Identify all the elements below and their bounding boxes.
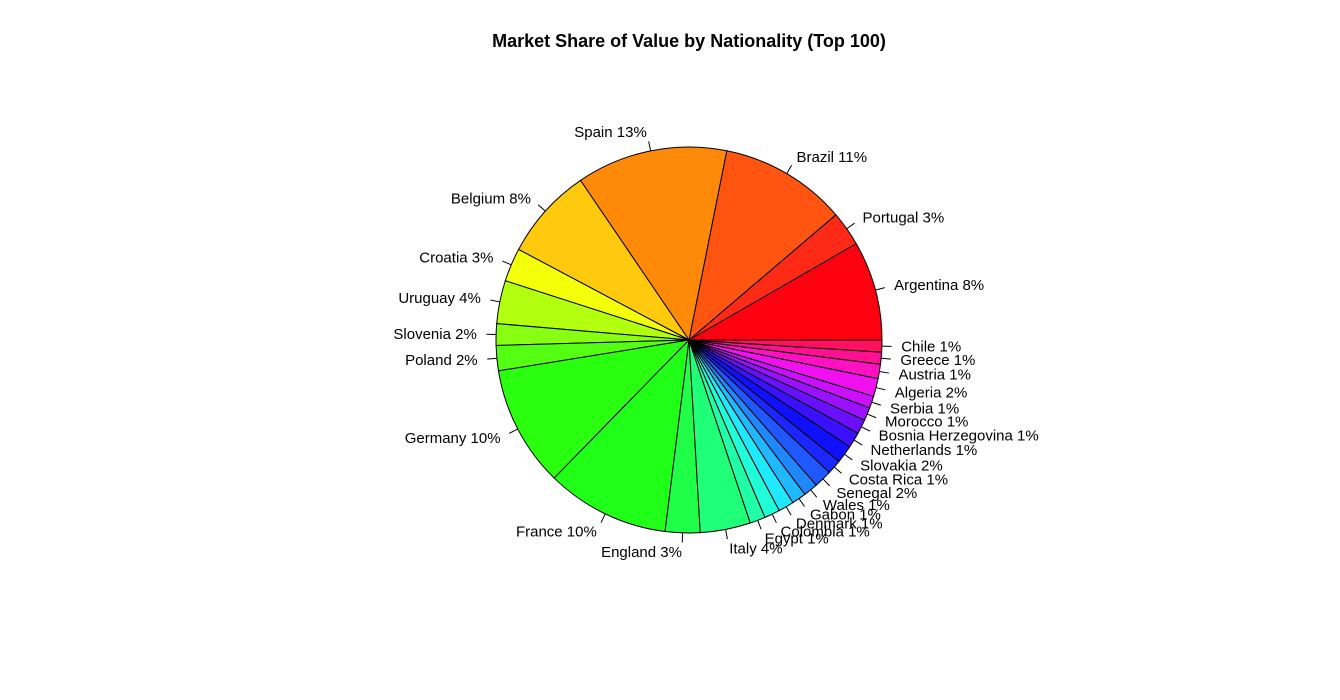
slice-label-wales: Wales 1%	[823, 497, 890, 514]
pie-slice-argentina	[687, 242, 883, 341]
chart-title: Market Share of Value by Nationality (To…	[492, 31, 886, 51]
slice-label-croatia: Croatia 3%	[419, 249, 493, 266]
leader-line	[810, 489, 818, 498]
leader-line	[798, 498, 805, 507]
slice-labels: Argentina 8% Portugal 3% Brazil 11% Spain 1…	[393, 124, 1038, 561]
leader-line	[490, 299, 500, 303]
slice-label-bosnia-herzegovina: Bosnia Herzegovina 1%	[879, 427, 1039, 444]
slice-label-morocco: Morocco 1%	[885, 413, 968, 430]
slice-label-austria: Austria 1%	[898, 367, 971, 384]
leader-line	[508, 428, 518, 434]
slice-label-france: France 10%	[516, 523, 597, 540]
slice-label-portugal: Portugal 3%	[862, 210, 944, 227]
label-leader-lines	[486, 141, 892, 543]
leader-line	[648, 141, 652, 151]
leader-line	[844, 453, 853, 461]
slice-label-poland: Poland 2%	[405, 352, 478, 369]
slice-label-belgium: Belgium 8%	[451, 190, 531, 207]
slice-label-slovakia: Slovakia 2%	[860, 458, 943, 475]
slice-label-netherlands: Netherlands 1%	[871, 442, 978, 459]
leader-line	[822, 478, 831, 487]
pie-slice-belgium	[517, 179, 690, 341]
slice-label-greece: Greece 1%	[900, 352, 975, 369]
leader-line	[487, 357, 497, 360]
leader-line	[502, 260, 512, 266]
pie-slice-france	[553, 338, 690, 533]
leader-line	[785, 506, 792, 516]
leader-line	[833, 466, 842, 474]
leader-line	[846, 222, 855, 230]
leader-line	[757, 520, 762, 530]
slice-label-denmark: Denmark 1%	[796, 515, 883, 532]
slice-label-brazil: Brazil 11%	[797, 149, 868, 166]
leader-line	[875, 287, 885, 291]
slice-label-egypt: Egypt 1%	[765, 530, 829, 547]
slice-label-senegal: Senegal 2%	[836, 485, 917, 502]
slice-label-england: England 3%	[601, 544, 682, 561]
slice-label-serbia: Serbia 1%	[890, 400, 959, 417]
pie-slice-spain	[579, 146, 728, 342]
leader-line	[879, 370, 890, 374]
leader-line	[871, 401, 882, 406]
slice-label-algeria: Algeria 2%	[895, 384, 968, 401]
slice-label-chile: Chile 1%	[901, 339, 961, 356]
leader-line	[861, 426, 871, 432]
slice-label-costa-rica: Costa Rica 1%	[849, 472, 948, 489]
leader-line	[786, 164, 793, 174]
leader-line	[771, 513, 777, 524]
leader-line	[853, 439, 863, 446]
slice-label-italy: Italy 4%	[729, 540, 782, 557]
pie-slice-germany	[497, 339, 691, 479]
slice-label-colombia: Colombia 1%	[781, 524, 870, 541]
leader-line	[867, 413, 877, 419]
leader-line	[600, 513, 606, 523]
pie-slice-brazil	[688, 150, 837, 342]
leader-line	[537, 204, 546, 212]
slice-label-uruguay: Uruguay 4%	[398, 290, 481, 307]
slice-label-gabon: Gabon 1%	[810, 506, 881, 523]
pie-slices	[495, 146, 883, 534]
slice-label-argentina: Argentina 8%	[894, 277, 984, 294]
slice-label-germany: Germany 10%	[405, 430, 501, 447]
leader-line	[875, 387, 886, 391]
slice-label-spain: Spain 13%	[574, 124, 647, 141]
slice-label-slovenia: Slovenia 2%	[393, 326, 476, 343]
leader-line	[725, 529, 728, 540]
leader-line	[881, 357, 891, 360]
